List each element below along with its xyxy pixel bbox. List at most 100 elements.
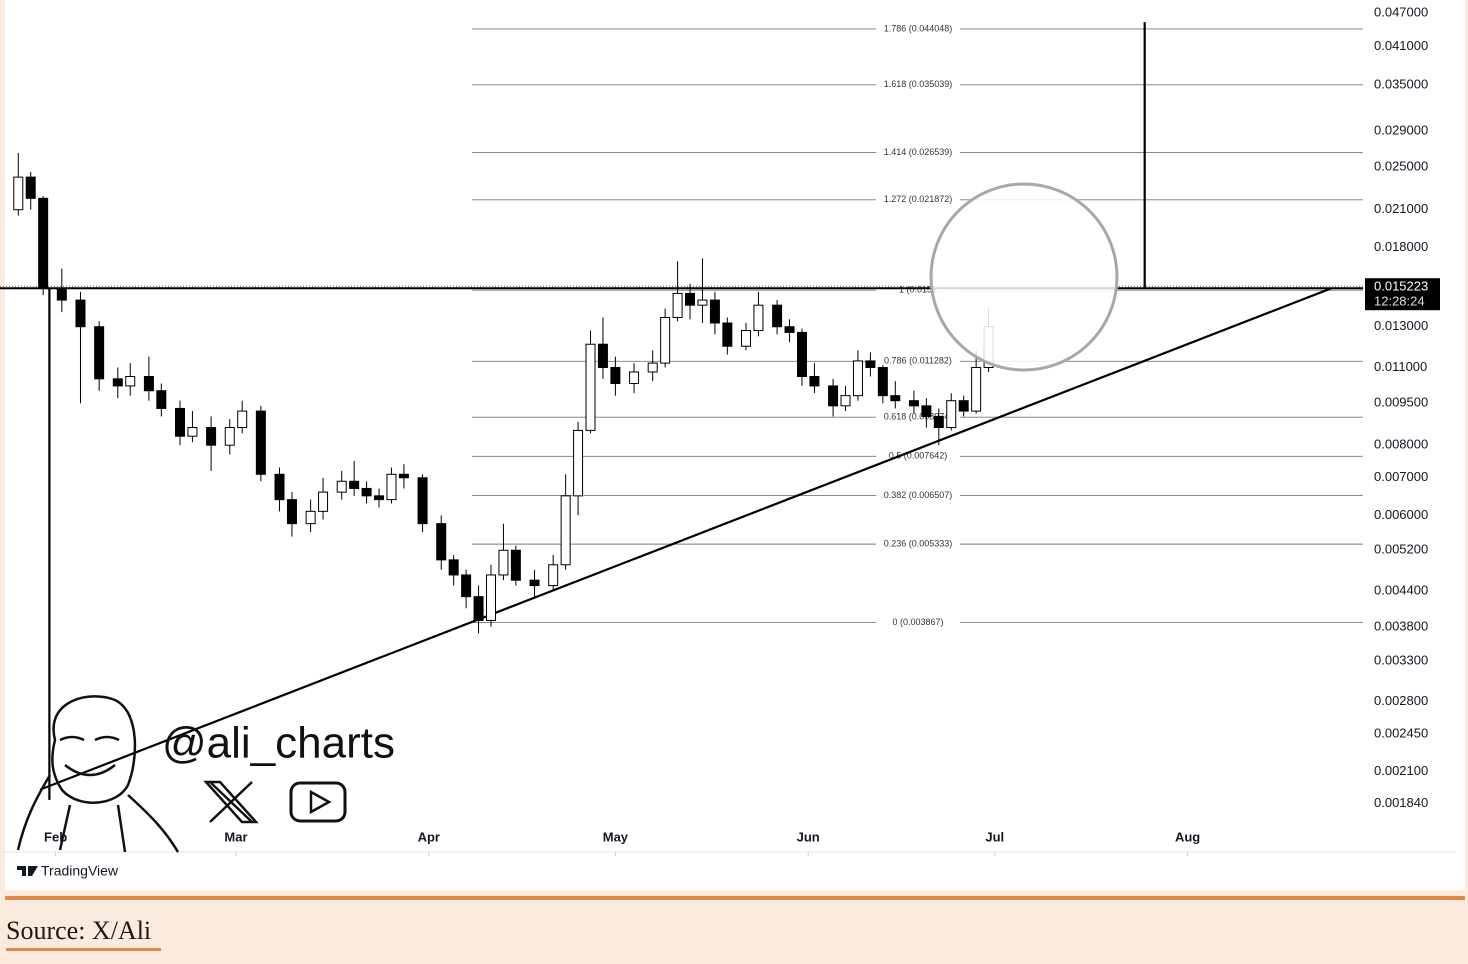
candle-body (753, 304, 764, 332)
fib-label: 0.236 (0.005333) (884, 539, 953, 549)
fib-label: 0 (0.003867) (892, 617, 943, 627)
fib-label: 1.414 (0.026539) (884, 147, 953, 157)
candle-body (175, 407, 186, 437)
y-tick-label: 0.002450 (1374, 725, 1428, 740)
candle-body (318, 491, 329, 512)
fib-label-bg (876, 22, 960, 35)
candle-body (473, 596, 484, 621)
candle-body (828, 385, 839, 407)
watermark: @ali_charts (162, 719, 395, 768)
candle-body (498, 549, 509, 576)
avatar-body (16, 774, 180, 853)
candle-body (877, 366, 888, 397)
candle-body (224, 427, 235, 446)
candle-body (206, 427, 217, 446)
fib-label: 1.618 (0.035039) (884, 79, 953, 89)
fib-label: 0.5 (0.007642) (889, 451, 948, 461)
candle-body (274, 473, 285, 501)
line-layer (0, 22, 1363, 800)
candle-body (548, 564, 559, 587)
fib-label: 0.382 (0.006507) (884, 490, 953, 500)
candle-body (336, 480, 347, 493)
x-logo (203, 780, 259, 824)
candle-body (13, 176, 24, 211)
candle-body (660, 317, 671, 364)
candle-body (908, 400, 919, 407)
candle-body (784, 326, 795, 333)
candle-body (25, 176, 36, 199)
candle-body (740, 330, 751, 347)
y-tick-label: 0.009500 (1374, 395, 1428, 410)
y-tick-label: 0.013000 (1374, 318, 1428, 333)
candle-body (971, 366, 982, 412)
chart-background (5, 0, 1465, 890)
y-tick-label: 0.029000 (1374, 122, 1428, 137)
candle-body (958, 400, 969, 412)
candle-body (75, 299, 86, 328)
y-tick-label: 0.021000 (1374, 201, 1428, 216)
highlight-layer (929, 182, 1119, 372)
highlight-circle (929, 182, 1119, 372)
source-underline (6, 948, 161, 951)
avatar-head (51, 695, 137, 804)
candle-body (629, 371, 640, 385)
candle-body (709, 299, 720, 324)
candle-body (585, 343, 596, 431)
candle-body (529, 579, 540, 587)
candle-body (485, 574, 496, 621)
fib-label: 1.272 (0.021872) (884, 194, 953, 204)
candle-body (510, 549, 521, 581)
candle-body (237, 410, 248, 429)
y-tick-label: 0.007000 (1374, 469, 1428, 484)
y-tick-label: 0.035000 (1374, 77, 1428, 92)
candle-body (156, 390, 167, 409)
candle-body (448, 559, 459, 576)
candle-body (890, 395, 901, 402)
countdown-label: 12:28:24 (1374, 294, 1425, 309)
candle-body (286, 499, 297, 525)
last-price-box (1365, 278, 1440, 311)
candle-body (112, 378, 123, 387)
fib-label-bg (876, 78, 960, 91)
candle-body (374, 495, 385, 501)
fib-label-bg (876, 616, 960, 629)
y-tick-label: 0.041000 (1374, 38, 1428, 53)
fib-label: 1.786 (0.044048) (884, 23, 953, 33)
y-tick-label: 0.004400 (1374, 582, 1428, 597)
fib-label: 1 (0.0151 (899, 285, 937, 295)
candle-body (187, 427, 198, 437)
candle-body (56, 288, 67, 301)
brand-logo (17, 866, 38, 876)
y-tick-label: 0.003300 (1374, 653, 1428, 668)
candle-body (772, 304, 783, 328)
y-tick-label: 0.006000 (1374, 507, 1428, 522)
candle-body (349, 480, 360, 489)
y-tick-label: 0.025000 (1374, 159, 1428, 174)
x-tick-label: Jun (797, 829, 820, 844)
fib-label: 0.618 (0.008974) (884, 412, 953, 422)
fib-layer: 1.786 (0.044048) 1.618 (0.035039) 1.414 (0… (472, 22, 1363, 629)
y-tick-label: 0.047000 (1374, 5, 1428, 20)
candle-body (143, 376, 154, 392)
x-tick-label: Aug (1175, 829, 1200, 844)
candle-body (946, 400, 957, 429)
y-tick-label: 0.001840 (1374, 795, 1428, 810)
y-tick-label: 0.008000 (1374, 437, 1428, 452)
candle-body (560, 495, 571, 566)
candle-body (796, 331, 807, 378)
axis-layer: 0.047000 0.041000 0.035000 0.029000 0.025000… (44, 5, 1440, 856)
candle-body (125, 376, 136, 387)
candle-body (685, 292, 696, 306)
candle-body (933, 415, 944, 429)
y-tick-label: 0.002800 (1374, 693, 1428, 708)
candle-body (697, 299, 708, 306)
y-tick-label: 0.018000 (1374, 239, 1428, 254)
x-tick-label: Jul (985, 829, 1004, 844)
y-tick-label: 0.005200 (1374, 542, 1428, 557)
youtube-play (309, 789, 332, 815)
youtube-logo (289, 781, 347, 823)
brand-name: TradingView (41, 863, 119, 879)
y-tick-label: 0.003800 (1374, 618, 1428, 633)
last-price-label: 0.015223 (1374, 279, 1428, 294)
